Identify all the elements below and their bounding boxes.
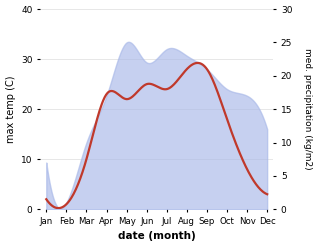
- Y-axis label: med. precipitation (kg/m2): med. precipitation (kg/m2): [303, 48, 313, 170]
- X-axis label: date (month): date (month): [118, 231, 196, 242]
- Y-axis label: max temp (C): max temp (C): [5, 75, 16, 143]
